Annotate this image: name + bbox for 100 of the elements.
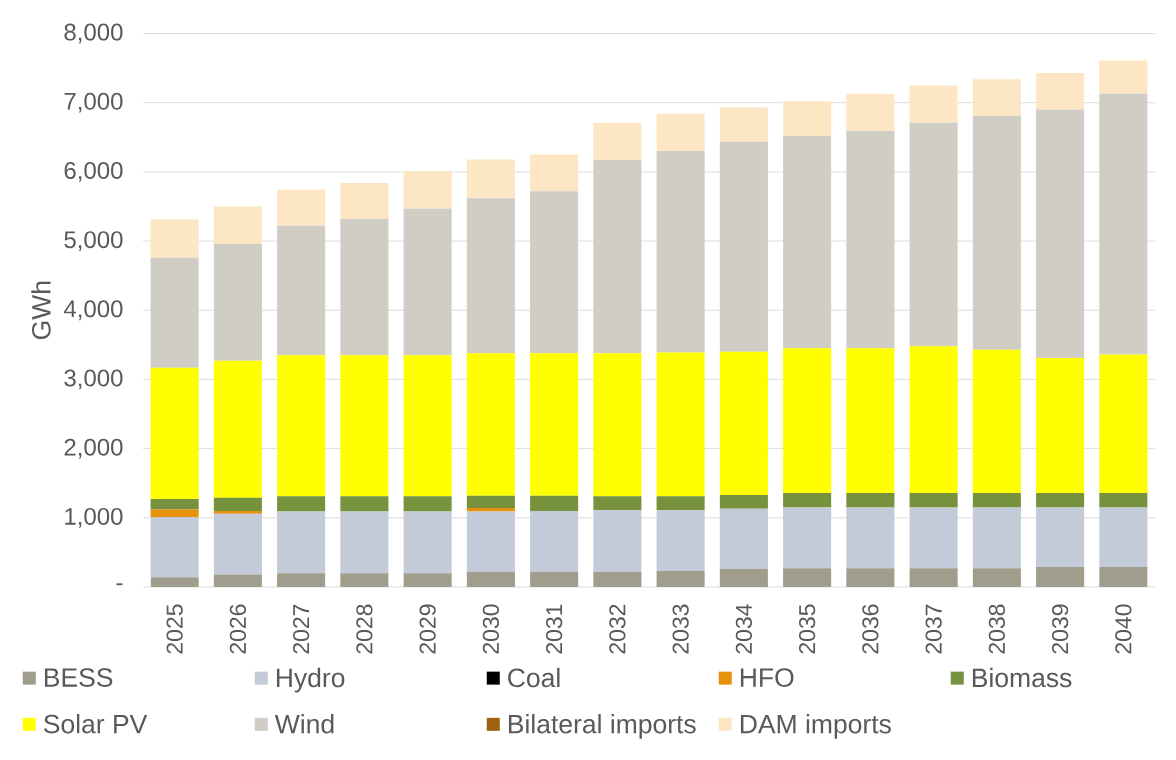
- bar: [530, 154, 579, 192]
- bar: [150, 219, 199, 258]
- bar: [340, 496, 389, 512]
- legend-label: Biomass: [972, 667, 1072, 688]
- bar: [1099, 492, 1148, 508]
- bar: [1099, 60, 1148, 94]
- legend-label: Solar PV: [43, 713, 148, 734]
- bar: [846, 131, 895, 349]
- y-tick-label: 5,000: [64, 231, 123, 251]
- bar: [150, 367, 199, 500]
- bar: [150, 509, 199, 518]
- bar: [466, 159, 515, 199]
- bar: [972, 568, 1021, 587]
- bar: [1099, 354, 1148, 493]
- bar: [213, 243, 262, 361]
- x-tick-label: 2027: [292, 604, 310, 654]
- bar: [277, 189, 326, 226]
- bar: [340, 182, 389, 219]
- x-tick-label: 2029: [419, 604, 436, 654]
- bar: [909, 507, 958, 569]
- bar: [150, 499, 199, 510]
- bar: [150, 257, 199, 368]
- bar: [656, 352, 705, 497]
- bar: [593, 160, 642, 354]
- x-tick-label: 2040: [1115, 604, 1132, 654]
- bar: [150, 517, 199, 578]
- bar: [972, 115, 1021, 350]
- y-tick-label: 3,000: [64, 369, 123, 390]
- bar: [277, 496, 326, 512]
- bar: [150, 577, 199, 587]
- y-tick-label: 4,000: [63, 300, 123, 321]
- bar: [656, 510, 705, 572]
- bar: [403, 511, 452, 574]
- bar: [213, 360, 262, 498]
- bar: [403, 208, 452, 356]
- bar: [972, 79, 1021, 116]
- bar: [719, 508, 768, 569]
- x-tick-label: 2034: [735, 604, 753, 654]
- bar: [213, 497, 262, 511]
- legend-label: Hydro: [276, 667, 345, 693]
- legend-label: DAM imports: [740, 713, 891, 739]
- bar: [213, 574, 262, 587]
- x-tick-label: 2038: [988, 604, 1005, 654]
- x-tick-label: 2026: [229, 604, 247, 654]
- y-tick-label: 7,000: [64, 92, 123, 113]
- x-tick-label: 2032: [609, 604, 626, 654]
- x-tick-label: 2039: [1051, 604, 1069, 654]
- bar: [277, 355, 326, 497]
- bar: [466, 508, 515, 512]
- bar: [1036, 507, 1085, 567]
- legend-label: Wind: [274, 713, 334, 734]
- bar: [909, 122, 958, 347]
- x-tick-label: 2033: [672, 604, 689, 654]
- y-tick-label: -: [116, 583, 123, 586]
- bar: [1099, 507, 1148, 567]
- bar: [403, 573, 452, 587]
- bar: [972, 507, 1021, 569]
- bar: [466, 198, 515, 354]
- x-tick-label: 2035: [798, 604, 816, 654]
- x-tick-label: 2030: [482, 604, 500, 654]
- bar: [1099, 566, 1148, 587]
- bar: [656, 571, 705, 587]
- bar: [1036, 492, 1085, 508]
- bar: [593, 510, 642, 572]
- legend-label: Coal: [508, 667, 560, 688]
- bar: [783, 492, 832, 508]
- legend-label: BESS: [44, 668, 113, 687]
- bar: [466, 353, 515, 496]
- bar: [909, 85, 958, 123]
- bar: [783, 135, 832, 349]
- y-tick-label: 6,000: [64, 161, 123, 182]
- bar: [719, 569, 768, 587]
- bar: [340, 573, 389, 587]
- bar: [593, 571, 642, 587]
- x-tick-label: 2031: [545, 604, 563, 654]
- bar: [719, 107, 768, 143]
- bar: [1036, 109, 1085, 358]
- y-tick-label: 1,000: [65, 507, 123, 528]
- bar: [593, 496, 642, 511]
- bar: [972, 349, 1021, 493]
- bar: [783, 568, 832, 587]
- y-tick-label: 2,000: [64, 438, 123, 459]
- bar: [530, 510, 579, 572]
- bar: [719, 494, 768, 509]
- bar: [909, 568, 958, 587]
- y-tick-label: 8,000: [64, 23, 123, 44]
- bar: [1036, 72, 1085, 110]
- bar: [213, 513, 262, 575]
- bar: [530, 353, 579, 496]
- bar: [466, 511, 515, 572]
- bar: [719, 351, 768, 495]
- bar: [846, 507, 895, 569]
- bar: [593, 353, 642, 497]
- bar: [466, 571, 515, 587]
- bar: [846, 348, 895, 493]
- bar: [783, 101, 832, 136]
- bar: [593, 122, 642, 161]
- bar: [213, 510, 262, 514]
- bar: [277, 511, 326, 574]
- x-tick-label: 2037: [925, 604, 942, 654]
